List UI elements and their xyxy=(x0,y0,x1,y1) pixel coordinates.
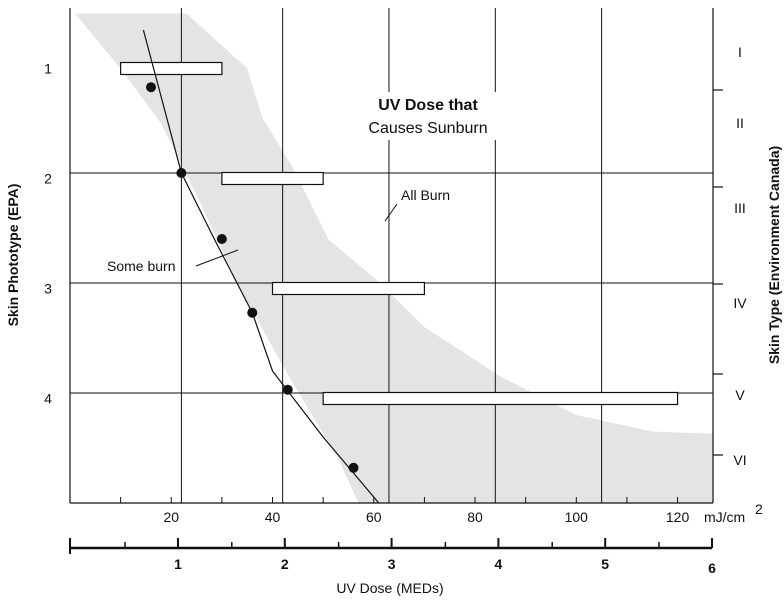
y-axis-label-right: Skin Type (Environment Canada) xyxy=(766,146,782,364)
x-tick-label-mj: 60 xyxy=(366,509,382,525)
title-backdrop xyxy=(300,92,562,140)
data-point xyxy=(176,168,187,178)
y-tick-label-right: VI xyxy=(733,452,746,468)
x-unit-label: mJ/cm xyxy=(704,509,745,525)
chart-subtitle: Causes Sunburn xyxy=(368,120,487,137)
y-axis-label-left: Skin Phototype (EPA) xyxy=(5,184,21,327)
y-tick-label-left: 1 xyxy=(44,61,52,77)
x-tick-label-mj: 80 xyxy=(467,509,483,525)
y-tick-label-right: III xyxy=(734,200,746,216)
shaded-burn-band xyxy=(75,13,714,503)
data-point xyxy=(247,307,258,318)
x-tick-label-med: 3 xyxy=(388,556,396,572)
range-bar xyxy=(120,61,223,76)
x-tick-label-mj: 20 xyxy=(163,509,179,525)
x-unit-superscript: 2 xyxy=(755,501,763,517)
y-tick-label-left: 3 xyxy=(44,281,52,297)
data-point xyxy=(282,384,293,395)
x-tick-label-mj: 40 xyxy=(265,509,281,525)
range-bar xyxy=(322,391,679,406)
x-tick-label-med: 1 xyxy=(174,556,182,572)
annotation-some-burn-leader xyxy=(195,249,239,267)
x-tick-label-med: 4 xyxy=(495,556,503,572)
y-tick-label-left: 4 xyxy=(44,391,52,407)
bar-layer xyxy=(120,61,679,406)
x-tick-label-med: 5 xyxy=(601,556,609,572)
data-point xyxy=(348,462,359,473)
y-tick-label-right: II xyxy=(736,115,744,131)
x-tick-label-med: 2 xyxy=(281,556,289,572)
range-bar xyxy=(221,171,324,186)
shaded-band-layer xyxy=(75,13,714,503)
x-tick-label-mj: 100 xyxy=(565,509,589,525)
data-point xyxy=(216,234,227,244)
data-point xyxy=(146,82,157,93)
annotation-some-burn: Some burn xyxy=(107,258,175,274)
x-tick-label-med: 6 xyxy=(708,560,716,576)
x-axis-label: UV Dose (MEDs) xyxy=(336,580,443,596)
annotation-all-burn-leader xyxy=(384,203,398,222)
point-layer xyxy=(146,82,359,473)
y-tick-label-right: IV xyxy=(733,295,747,311)
x-tick-label-mj: 120 xyxy=(666,509,690,525)
y-tick-label-right: I xyxy=(738,44,742,60)
chart-title: UV Dose that xyxy=(378,97,478,114)
annotation-all-burn: All Burn xyxy=(401,187,450,203)
y-tick-label-left: 2 xyxy=(44,171,52,187)
y-tick-label-right: V xyxy=(735,387,745,403)
range-bar xyxy=(271,281,426,296)
